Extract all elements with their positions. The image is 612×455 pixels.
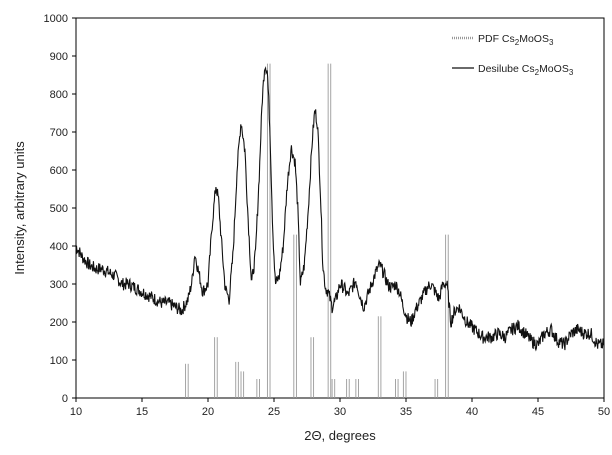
y-tick-label: 1000 (44, 13, 68, 25)
plot-area (75, 17, 605, 399)
legend-label-desilube-sub1: 2 (535, 68, 540, 77)
legend: PDF Cs2MoOS3 Desilube Cs2MoOS3 (452, 33, 574, 77)
legend-label-pdf-sub1: 2 (515, 38, 520, 47)
x-tick-label: 30 (334, 406, 346, 418)
x-tick-label: 25 (268, 406, 280, 418)
x-tick-label: 20 (202, 406, 214, 418)
x-tick-label: 10 (70, 406, 82, 418)
y-tick-label: 600 (50, 165, 68, 177)
y-tick-label: 500 (50, 203, 68, 215)
y-tick-label: 300 (50, 279, 68, 291)
y-tick-label: 800 (50, 89, 68, 101)
plot-frame (75, 17, 605, 399)
legend-label-pdf: PDF Cs2MoOS3 (478, 33, 554, 47)
y-axis-ticks: 0 100 200 300 400 500 600 700 800 900 1000 (44, 13, 76, 405)
y-tick-label: 900 (50, 51, 68, 63)
x-tick-label: 50 (598, 406, 610, 418)
x-axis-title: 2Θ, degrees (304, 428, 376, 443)
legend-label-pdf-prefix: PDF Cs (478, 33, 515, 45)
y-tick-label: 700 (50, 127, 68, 139)
legend-label-desilube-sub2: 3 (569, 68, 574, 77)
legend-label-pdf-sub2: 3 (549, 38, 554, 47)
x-tick-label: 45 (532, 406, 544, 418)
legend-label-desilube: Desilube Cs2MoOS3 (478, 63, 574, 77)
legend-label-desilube-mid: MoOS (539, 63, 569, 75)
desilube-line-series (75, 66, 605, 352)
y-tick-label: 400 (50, 241, 68, 253)
x-tick-label: 40 (466, 406, 478, 418)
legend-label-pdf-mid: MoOS (519, 33, 549, 45)
x-tick-label: 35 (400, 406, 412, 418)
y-tick-label: 200 (50, 317, 68, 329)
pdf-stick-series (185, 63, 449, 398)
y-tick-label: 0 (62, 393, 68, 405)
legend-label-desilube-prefix: Desilube Cs (478, 63, 535, 75)
x-axis-ticks: 10 15 20 25 30 35 40 45 50 (70, 398, 610, 418)
y-tick-label: 100 (50, 355, 68, 367)
y-axis-title: Intensity, arbitrary units (12, 141, 27, 275)
x-tick-label: 15 (136, 406, 148, 418)
